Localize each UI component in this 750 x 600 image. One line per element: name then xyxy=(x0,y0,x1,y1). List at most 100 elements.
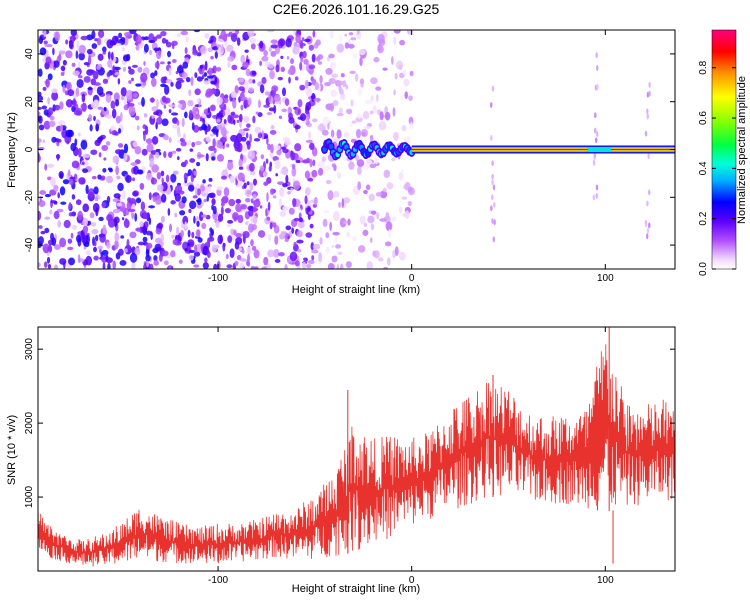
noise-blob xyxy=(149,263,154,269)
noise-blob xyxy=(168,67,172,76)
noise-blob xyxy=(76,234,82,243)
noise-blob xyxy=(82,217,89,227)
noise-blob xyxy=(44,216,51,220)
noise-blob xyxy=(388,228,392,239)
noise-blob xyxy=(383,169,391,179)
noise-blob xyxy=(163,104,167,109)
noise-blob xyxy=(123,104,129,111)
colorbar-tick-label: 0.0 xyxy=(698,262,709,276)
noise-blob xyxy=(191,231,195,239)
noise-blob xyxy=(229,175,235,183)
noise-blob xyxy=(253,138,261,142)
colorbar-ticks: 0.0 0.2 0.4 0.6 0.8 xyxy=(698,60,736,276)
noise-blob xyxy=(113,208,118,213)
noise-blob xyxy=(270,44,278,49)
noise-blob xyxy=(180,229,185,238)
noise-blob xyxy=(185,36,189,43)
noise-blob xyxy=(155,200,160,205)
noise-blob xyxy=(180,141,187,147)
noise-blob xyxy=(361,132,366,137)
line-core xyxy=(328,143,334,150)
noise-blob xyxy=(156,172,162,180)
noise-blob xyxy=(338,201,341,208)
noise-blob xyxy=(140,72,148,83)
noise-blob xyxy=(141,148,148,156)
noise-blob xyxy=(323,210,330,214)
noise-blob xyxy=(190,76,194,87)
noise-blob xyxy=(93,115,96,121)
noise-blob xyxy=(68,212,73,217)
noise-blob xyxy=(229,248,235,259)
noise-blob xyxy=(115,165,119,176)
noise-blob xyxy=(648,189,651,196)
noise-blob xyxy=(124,248,128,253)
colorbar: 0.0 0.2 0.4 0.6 0.8 Normalized spectral ampl… xyxy=(698,29,748,276)
noise-blob xyxy=(70,30,77,37)
noise-blob xyxy=(194,88,201,96)
noise-blob xyxy=(50,177,56,187)
noise-blob xyxy=(42,244,50,248)
noise-blob xyxy=(280,55,284,60)
noise-blob xyxy=(73,110,82,116)
noise-blob xyxy=(340,263,344,269)
noise-blob xyxy=(188,254,194,261)
noise-blob xyxy=(88,69,95,74)
noise-blob xyxy=(646,108,649,115)
noise-blob xyxy=(212,65,217,74)
noise-blob xyxy=(379,190,388,199)
noise-blob xyxy=(215,220,220,229)
noise-blob xyxy=(80,35,88,41)
noise-blob xyxy=(153,255,158,262)
noise-blob xyxy=(54,244,61,250)
noise-blob xyxy=(140,201,146,211)
noise-blob xyxy=(312,30,316,38)
noise-blob xyxy=(292,197,297,208)
noise-blob xyxy=(188,208,192,214)
noise-blob xyxy=(373,56,380,63)
noise-blob xyxy=(206,250,211,259)
noise-blob xyxy=(98,152,102,158)
noise-blob xyxy=(173,170,179,175)
noise-blob xyxy=(201,123,207,131)
x-tick-label: 100 xyxy=(597,575,614,586)
noise-blob xyxy=(132,177,135,182)
noise-blob xyxy=(112,260,117,269)
noise-blob xyxy=(242,230,250,239)
noise-blob xyxy=(281,108,288,113)
noise-blob xyxy=(238,113,243,123)
noise-blob xyxy=(216,112,224,118)
noise-blob xyxy=(232,114,240,119)
noise-blob xyxy=(648,90,651,97)
noise-blob xyxy=(216,96,223,106)
noise-blob xyxy=(129,252,138,263)
noise-blob xyxy=(213,263,218,269)
noise-blob xyxy=(128,103,135,107)
noise-blob xyxy=(296,230,303,238)
noise-blob xyxy=(304,38,311,43)
noise-blob xyxy=(157,184,164,192)
noise-blob xyxy=(287,190,292,195)
snr-panel: -100 0 100 1000 2000 3000 Height of straight … xyxy=(6,326,676,595)
noise-blob xyxy=(47,176,52,181)
noise-blob xyxy=(402,69,407,76)
noise-blob xyxy=(248,156,253,160)
noise-blob xyxy=(105,93,112,103)
noise-blob xyxy=(123,152,128,162)
noise-blob xyxy=(270,50,277,57)
noise-blob xyxy=(178,259,183,264)
noise-blob xyxy=(107,59,113,68)
noise-blob xyxy=(303,58,309,65)
noise-blob xyxy=(273,86,277,97)
noise-blob xyxy=(375,86,382,91)
noise-blob xyxy=(120,95,125,101)
noise-blob xyxy=(148,192,152,201)
noise-blob xyxy=(59,237,67,248)
noise-blob xyxy=(184,247,188,252)
noise-band-2 xyxy=(311,30,415,269)
noise-blob xyxy=(322,218,328,228)
noise-blob xyxy=(134,115,140,121)
noise-blob xyxy=(304,195,308,205)
noise-blob xyxy=(261,76,267,84)
noise-blob xyxy=(87,87,93,91)
noise-blob xyxy=(329,30,334,39)
